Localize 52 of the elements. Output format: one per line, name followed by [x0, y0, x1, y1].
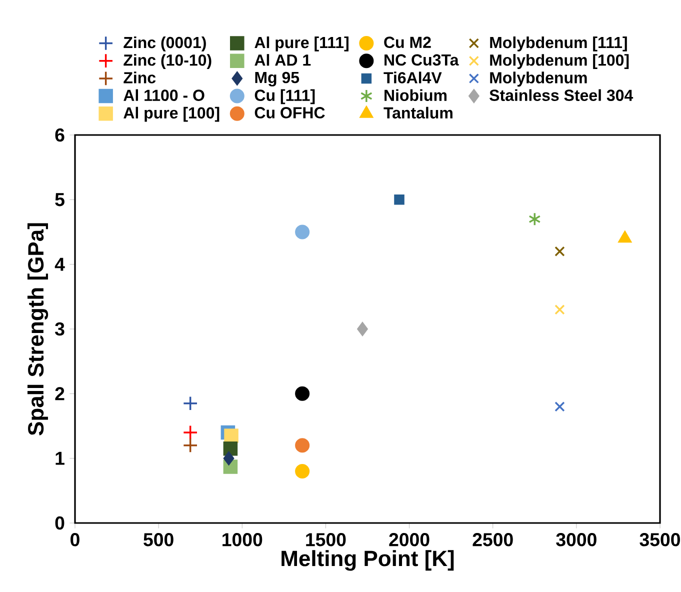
legend-label: Cu M2	[384, 36, 431, 48]
y-axis-title: Spall Strength [GPa]	[27, 223, 48, 436]
x-tick-label: 3500	[640, 533, 680, 546]
legend-label: Niobium	[384, 89, 446, 101]
point	[224, 428, 238, 443]
y-tick-label: 0	[55, 516, 64, 530]
point	[295, 224, 310, 240]
x-tick-label: 1500	[306, 533, 346, 546]
point	[394, 194, 404, 205]
legend-label: Molybdenum [100]	[490, 54, 629, 69]
y-tick-label: 2	[55, 387, 64, 400]
legend-label: Molybdenum	[490, 72, 587, 87]
x-tick-label: 3000	[556, 533, 596, 546]
point	[554, 304, 565, 315]
y-tick-label: 4	[54, 258, 65, 271]
point	[295, 438, 310, 453]
y-tick-label: 5	[55, 193, 64, 206]
x-axis-title: Melting Point [K]	[282, 550, 454, 571]
legend-label: Tantalum	[384, 106, 452, 119]
legend-label: NC Cu3Ta	[384, 54, 459, 66]
x-tick-label: 2500	[472, 533, 513, 546]
point	[223, 441, 238, 456]
point	[223, 451, 234, 466]
point	[554, 401, 565, 412]
point	[182, 424, 198, 440]
point	[554, 246, 565, 257]
x-tick-label: 500	[144, 533, 174, 546]
x-tick-label: 0	[70, 533, 80, 546]
legend-label: Al 1100 - O	[124, 89, 204, 101]
point	[182, 438, 198, 453]
point	[182, 396, 198, 411]
point	[528, 212, 541, 226]
legend-label: Zinc (10-10)	[124, 54, 212, 69]
point	[295, 464, 310, 479]
y-tick-label: 1	[56, 452, 64, 465]
legend-label: Mg 95	[255, 72, 300, 86]
legend-label: Ti6Al4V	[384, 72, 442, 84]
point	[295, 386, 310, 401]
legend-label: Stainless Steel 304	[490, 89, 634, 102]
legend-label: Al AD 1	[254, 54, 311, 66]
y-tick-label: 6	[55, 128, 64, 142]
legend-label: Zinc (0001)	[124, 36, 206, 52]
legend-label: Cu OFHC	[254, 107, 325, 118]
legend-label: Molybdenum [111]	[490, 36, 627, 52]
y-tick-label: 3	[54, 322, 64, 336]
x-tick-label: 1000	[222, 533, 262, 546]
x-tick-label: 2000	[389, 533, 430, 546]
legend-label: Al pure [100]	[124, 106, 220, 122]
legend-label: Zinc	[124, 72, 156, 84]
legend-label: Al pure [111]	[254, 36, 348, 52]
point	[357, 322, 368, 336]
legend-label: Cu [111]	[254, 89, 315, 104]
